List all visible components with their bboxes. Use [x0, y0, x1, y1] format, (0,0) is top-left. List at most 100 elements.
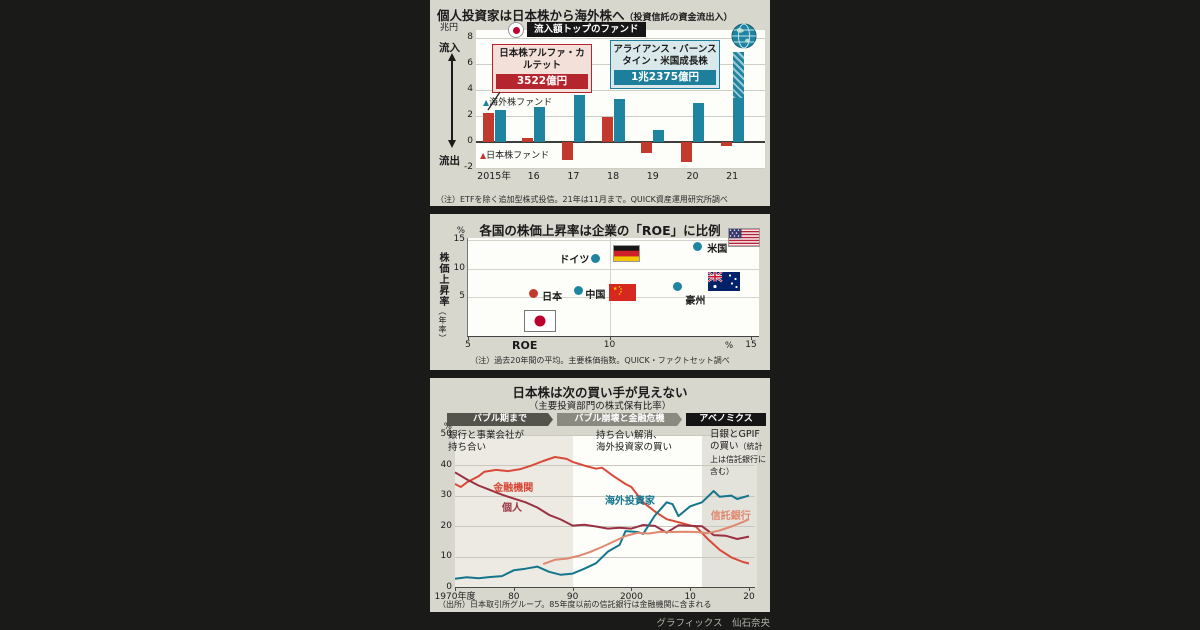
y-tick-label: 10 [440, 551, 452, 562]
gridline [468, 240, 759, 241]
chart1-footnote: （注）ETFを除く追加型株式投信。21年は11月まで。QUICK資産運用研究所調… [436, 195, 728, 204]
point-label-us: 米国 [707, 243, 728, 255]
line-plot-area: 0 10 20 30 40 50% 1970年度 80 90 2000 10 20 金融機関 個人 海外投資… [435, 422, 757, 602]
y-tick-label: 5 [459, 291, 465, 301]
y-tick-label: 30 [440, 490, 452, 501]
annotation-line: 持ち合い [448, 442, 487, 454]
red-marker-icon: ▲ [480, 151, 487, 160]
roe-scatter-chart-card: 各国の株価上昇率は企業の「ROE」に比例 株価上昇率（年率） 5 10 15% 5 10… [430, 214, 770, 370]
x-tick-mark [455, 588, 456, 591]
japan-fund-name: 日本株アルファ・カルテット [499, 48, 585, 71]
globe-icon [731, 23, 757, 49]
y-tick-label: 2 [467, 110, 473, 120]
bar-japan [601, 117, 613, 142]
series-label: 信託銀行 [710, 510, 751, 522]
chart1-title: 個人投資家は日本株から海外株へ（投資信託の資金流出入） [437, 5, 733, 24]
x-tick-label: 2015年 [477, 171, 511, 182]
gridline [476, 89, 765, 91]
y-tick-label: 20 [440, 520, 452, 531]
era-banner: アベノミクス [686, 413, 766, 426]
gridline [455, 526, 755, 528]
gridline [455, 465, 755, 467]
chart1-title-text: 個人投資家は日本株から海外株へ [437, 8, 625, 23]
annotation-line: 海外投資家の買い [596, 442, 673, 454]
x-tick-mark [609, 337, 611, 340]
x-tick-mark [572, 588, 574, 591]
y-tick-label: 4 [467, 84, 473, 94]
x-tick-label: 80 [508, 592, 520, 602]
flag-de-icon [613, 244, 641, 262]
era-banner: バブル期まで [447, 413, 553, 426]
x-tick-mark [631, 588, 633, 591]
y-tick-label: 0 [446, 582, 452, 592]
x-tick-mark [690, 588, 692, 591]
japan-fund-callout: 日本株アルファ・カルテット 3522億円 [492, 44, 592, 93]
data-point-cn [573, 286, 583, 296]
annotation: 日銀とGPIFの買い（統計上は信託銀行に含む） [710, 429, 768, 478]
y-tick-label: 8 [467, 32, 473, 42]
series-label: 個人 [502, 503, 523, 515]
x-tick-label: 20 [686, 171, 699, 182]
bar-foreign [732, 52, 744, 142]
series-line [542, 518, 750, 566]
annotation: 持ち合い解消、 海外投資家の買い [596, 430, 672, 455]
chart2-title: 各国の株価上昇率は企業の「ROE」に比例 [479, 223, 721, 238]
foreign-fund-callout: アライアンス・バーンスタイン・米国成長株 1兆2375億円 [610, 40, 720, 89]
x-tick-label: 20 [743, 592, 755, 602]
chart3-title: 日本株は次の買い手が見えない [512, 385, 688, 400]
flow-direction-arrow-icon [447, 53, 456, 148]
annotation-line: 持ち合い解消、 [596, 430, 663, 441]
bar-foreign [613, 99, 625, 142]
x-tick-label: 2000 [619, 592, 643, 602]
era-banner: バブル崩壊と金融危機 [557, 413, 682, 426]
series-line [454, 490, 750, 580]
inflow-label: 流入 [439, 42, 460, 54]
bar-foreign [653, 130, 665, 142]
outflow-label: 流出 [439, 155, 460, 167]
flag-jp-icon [524, 309, 557, 332]
annotation-note: （統計上は信託銀行に含む） [710, 442, 766, 477]
bar-foreign [573, 95, 585, 142]
x-tick-mark [513, 588, 515, 591]
x-tick-label: 16 [527, 171, 540, 182]
y-axis-unit-label: 兆円 [440, 23, 459, 33]
japan-series-name: 日本株ファンド [486, 151, 550, 161]
bar-foreign [534, 106, 546, 142]
foreign-fund-name: アライアンス・バーンスタイン・米国成長株 [613, 44, 717, 67]
teal-marker-icon: ▲ [483, 98, 490, 107]
x-tick-mark [751, 337, 752, 340]
bar-japan [681, 142, 692, 162]
x-tick-label: 10 [603, 340, 616, 350]
foreign-fund-value-badge: 1兆2375億円 [614, 69, 716, 85]
x-tick-label: 1970年度 [434, 592, 476, 602]
fund-flow-chart-card: 個人投資家は日本株から海外株へ（投資信託の資金流出入） 兆円 流入 流出 8 6 4… [430, 0, 770, 206]
data-point-jp [528, 289, 538, 299]
bar-foreign [494, 109, 506, 142]
x-tick-label: 90 [566, 592, 579, 602]
top-funds-badge: 流入額トップのファンド [527, 22, 646, 37]
x-tick-label: 19 [646, 171, 659, 182]
gridline [455, 434, 755, 436]
flag-cn-icon [609, 283, 637, 301]
data-point-de [590, 254, 600, 264]
bar-japan [720, 142, 732, 146]
x-axis-title: ROE [512, 339, 538, 352]
scatter-plot-area: 5 10 15% 5 10 15% ROE 日本 中国 ドイツ 米国 豪州 [454, 226, 761, 352]
y-axis-title: 株価上昇率（年率） [435, 252, 450, 343]
series-line [454, 471, 750, 540]
y-tick-label: 0 [467, 136, 473, 146]
chart3-source-note: （出所）日本取引所グループ。85年度以前の信託銀行は金融機関に含まれる [438, 600, 712, 609]
chart2-footnote: （注）過去20年間の平均。主要株価指数。QUICK・ファクトセット調べ [470, 356, 730, 365]
y-tick-label: 6 [467, 58, 473, 68]
infographic-panel: 個人投資家は日本株から海外株へ（投資信託の資金流出入） 兆円 流入 流出 8 6 4… [430, 0, 770, 630]
series-label-japan-fund: ▲日本株ファンド [480, 148, 549, 161]
flag-us-icon [728, 227, 761, 247]
point-label-jp: 日本 [542, 291, 563, 303]
y-axis-title-note: （年率） [438, 307, 447, 343]
era-shading-band [455, 435, 573, 588]
point-label-au: 豪州 [685, 295, 706, 307]
series-label: 海外投資家 [604, 495, 655, 507]
gridline [476, 37, 765, 39]
y-axis-title-text: 株価上昇率 [437, 252, 448, 307]
x-tick-label: 17 [567, 171, 580, 182]
